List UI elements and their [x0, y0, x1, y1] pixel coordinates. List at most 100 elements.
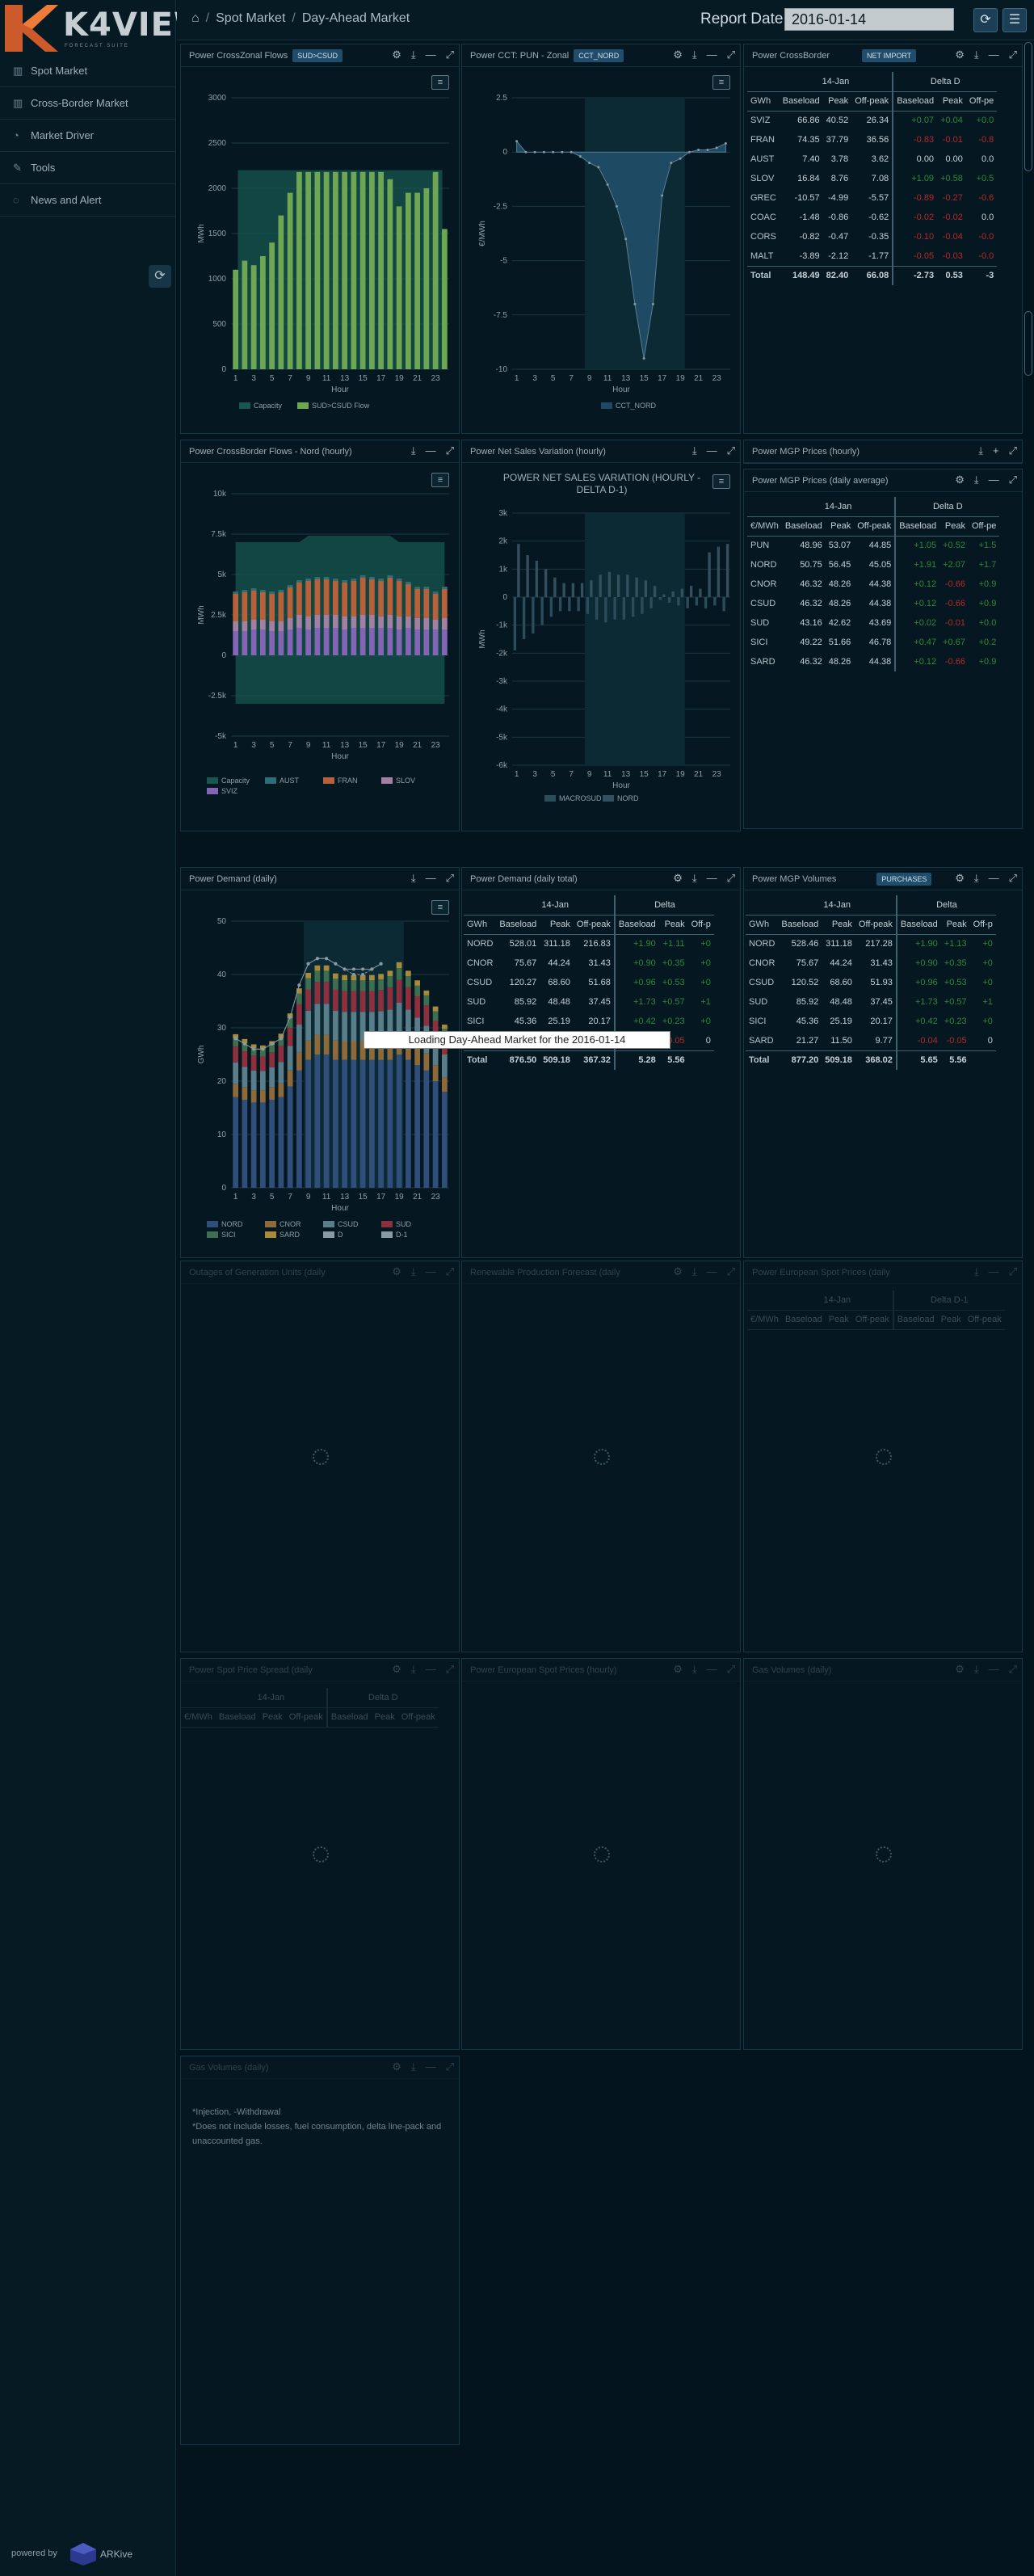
expand-icon[interactable]: ⤢: [1008, 1265, 1017, 1277]
expand-icon[interactable]: ⤢: [1008, 872, 1017, 884]
download-icon[interactable]: ⤓: [410, 48, 416, 61]
minimize-icon[interactable]: —: [988, 48, 999, 61]
download-icon[interactable]: ⤓: [410, 444, 416, 457]
flow-dropdown[interactable]: NET IMPORT: [861, 48, 917, 62]
gear-icon[interactable]: ⚙: [955, 48, 965, 61]
expand-icon[interactable]: ⤢: [445, 2060, 454, 2073]
minimize-icon[interactable]: —: [988, 474, 999, 486]
download-icon[interactable]: ⤓: [691, 48, 697, 61]
download-icon[interactable]: ⤓: [973, 474, 979, 486]
download-icon[interactable]: ⤓: [410, 1663, 416, 1675]
gear-icon[interactable]: ⚙: [673, 48, 683, 61]
zone-dropdown[interactable]: SUD>CSUD: [292, 48, 343, 62]
minimize-icon[interactable]: —: [706, 1265, 717, 1277]
stacked-bar-cnor: [242, 1087, 248, 1101]
minimize-icon[interactable]: —: [425, 1663, 436, 1675]
minimize-icon[interactable]: —: [988, 872, 999, 884]
sidebar-item-news-and-alert[interactable]: ◌ News and Alert: [0, 184, 176, 217]
stacked-bar-nord: [242, 1100, 248, 1188]
breadcrumb-section[interactable]: Spot Market: [216, 11, 286, 25]
home-icon[interactable]: ⌂: [191, 11, 200, 25]
x-tick-label: 1: [515, 770, 519, 779]
stacked-bar-slov: [269, 621, 275, 631]
chart-menu-button[interactable]: ≡: [431, 75, 449, 90]
gear-icon[interactable]: ⚙: [955, 1663, 965, 1675]
expand-icon[interactable]: ⤢: [1008, 48, 1017, 61]
minimize-icon[interactable]: —: [425, 2060, 436, 2073]
expand-icon[interactable]: ⤢: [726, 1265, 735, 1277]
minimize-icon[interactable]: —: [706, 444, 717, 457]
sidebar-item-market-driver[interactable]: ◔ Market Driver: [0, 120, 176, 152]
download-icon[interactable]: ⤓: [410, 872, 416, 884]
plus-icon[interactable]: +: [993, 444, 999, 457]
scrollbar-handle[interactable]: [1024, 311, 1032, 376]
stacked-bar-sard: [359, 974, 366, 981]
flow-bar: [296, 171, 302, 369]
sidebar-item-spot-market[interactable]: ▥ Spot Market: [0, 55, 176, 87]
download-icon[interactable]: ⤓: [973, 48, 979, 61]
download-icon[interactable]: ⤓: [410, 1265, 416, 1277]
download-icon[interactable]: ⤓: [410, 2060, 416, 2073]
download-icon[interactable]: ⤓: [978, 444, 983, 457]
download-icon[interactable]: ⤓: [691, 1663, 697, 1675]
expand-icon[interactable]: ⤢: [445, 1265, 454, 1277]
download-icon[interactable]: ⤓: [691, 872, 697, 884]
refresh-button[interactable]: ⟳: [973, 8, 998, 32]
expand-icon[interactable]: ⤢: [1008, 1663, 1017, 1675]
download-icon[interactable]: ⤓: [973, 872, 979, 884]
gear-icon[interactable]: ⚙: [673, 1663, 683, 1675]
gear-icon[interactable]: ⚙: [392, 48, 401, 61]
expand-icon[interactable]: ⤢: [726, 444, 735, 457]
zone-dropdown[interactable]: CCT_NORD: [574, 48, 624, 62]
expand-icon[interactable]: ⤢: [445, 872, 454, 884]
expand-icon[interactable]: ⤢: [445, 48, 454, 61]
stacked-bar-sud: [305, 989, 311, 1011]
minimize-icon[interactable]: —: [425, 1265, 436, 1277]
y-tick-label: -6k: [496, 761, 508, 770]
chart-menu-button[interactable]: ≡: [431, 473, 449, 487]
minimize-icon[interactable]: —: [706, 872, 717, 884]
y-tick-label: 7.5k: [211, 530, 227, 539]
download-icon[interactable]: ⤓: [973, 1663, 979, 1675]
download-icon[interactable]: ⤓: [691, 444, 697, 457]
chart-menu-button[interactable]: ≡: [712, 75, 730, 90]
expand-icon[interactable]: ⤢: [726, 1663, 735, 1675]
x-axis-label: Hour: [331, 385, 349, 394]
expand-icon[interactable]: ⤢: [726, 48, 735, 61]
download-icon[interactable]: ⤓: [691, 1265, 697, 1277]
gear-icon[interactable]: ⚙: [673, 872, 683, 884]
download-icon[interactable]: ⤓: [973, 1265, 979, 1277]
gear-icon[interactable]: ⚙: [673, 1265, 683, 1277]
report-date-input[interactable]: [784, 8, 954, 31]
chart-menu-button[interactable]: ≡: [712, 474, 730, 489]
gear-icon[interactable]: ⚙: [392, 2060, 401, 2073]
expand-icon[interactable]: ⤢: [445, 1663, 454, 1675]
minimize-icon[interactable]: —: [425, 48, 436, 61]
expand-icon[interactable]: ⤢: [1008, 474, 1017, 486]
minimize-icon[interactable]: —: [425, 872, 436, 884]
expand-icon[interactable]: ⤢: [445, 444, 454, 457]
stacked-bar-slov: [378, 617, 384, 628]
minimize-icon[interactable]: —: [425, 444, 436, 457]
chart-menu-button[interactable]: ≡: [431, 900, 449, 915]
sidebar-item-tools[interactable]: ✎ Tools: [0, 152, 176, 184]
expand-icon[interactable]: ⤢: [1008, 444, 1017, 457]
scrollbar-thumb[interactable]: [1024, 42, 1032, 171]
sidebar-item-cross-border-market[interactable]: ▥ Cross-Border Market: [0, 87, 176, 120]
sidebar-refresh-button[interactable]: ⟳: [149, 265, 171, 288]
menu-button[interactable]: ☰: [1002, 8, 1027, 32]
volume-type-dropdown[interactable]: PURCHASES: [876, 872, 932, 886]
minimize-icon[interactable]: —: [988, 1265, 999, 1277]
minimize-icon[interactable]: —: [706, 48, 717, 61]
table-row: CNOR 75.67 44.24 31.43 +0.90 +0.35 +0: [746, 953, 996, 973]
stacked-bar-slov: [423, 618, 430, 629]
logo[interactable]: K4VIEW FORECAST SUITE: [0, 0, 209, 53]
expand-icon[interactable]: ⤢: [726, 872, 735, 884]
minimize-icon[interactable]: —: [988, 1663, 999, 1675]
gear-icon[interactable]: ⚙: [392, 1663, 401, 1675]
gear-icon[interactable]: ⚙: [392, 1265, 401, 1277]
gear-icon[interactable]: ⚙: [955, 872, 965, 884]
minimize-icon[interactable]: —: [706, 1663, 717, 1675]
gear-icon[interactable]: ⚙: [955, 474, 965, 486]
flow-bar: [233, 269, 238, 369]
